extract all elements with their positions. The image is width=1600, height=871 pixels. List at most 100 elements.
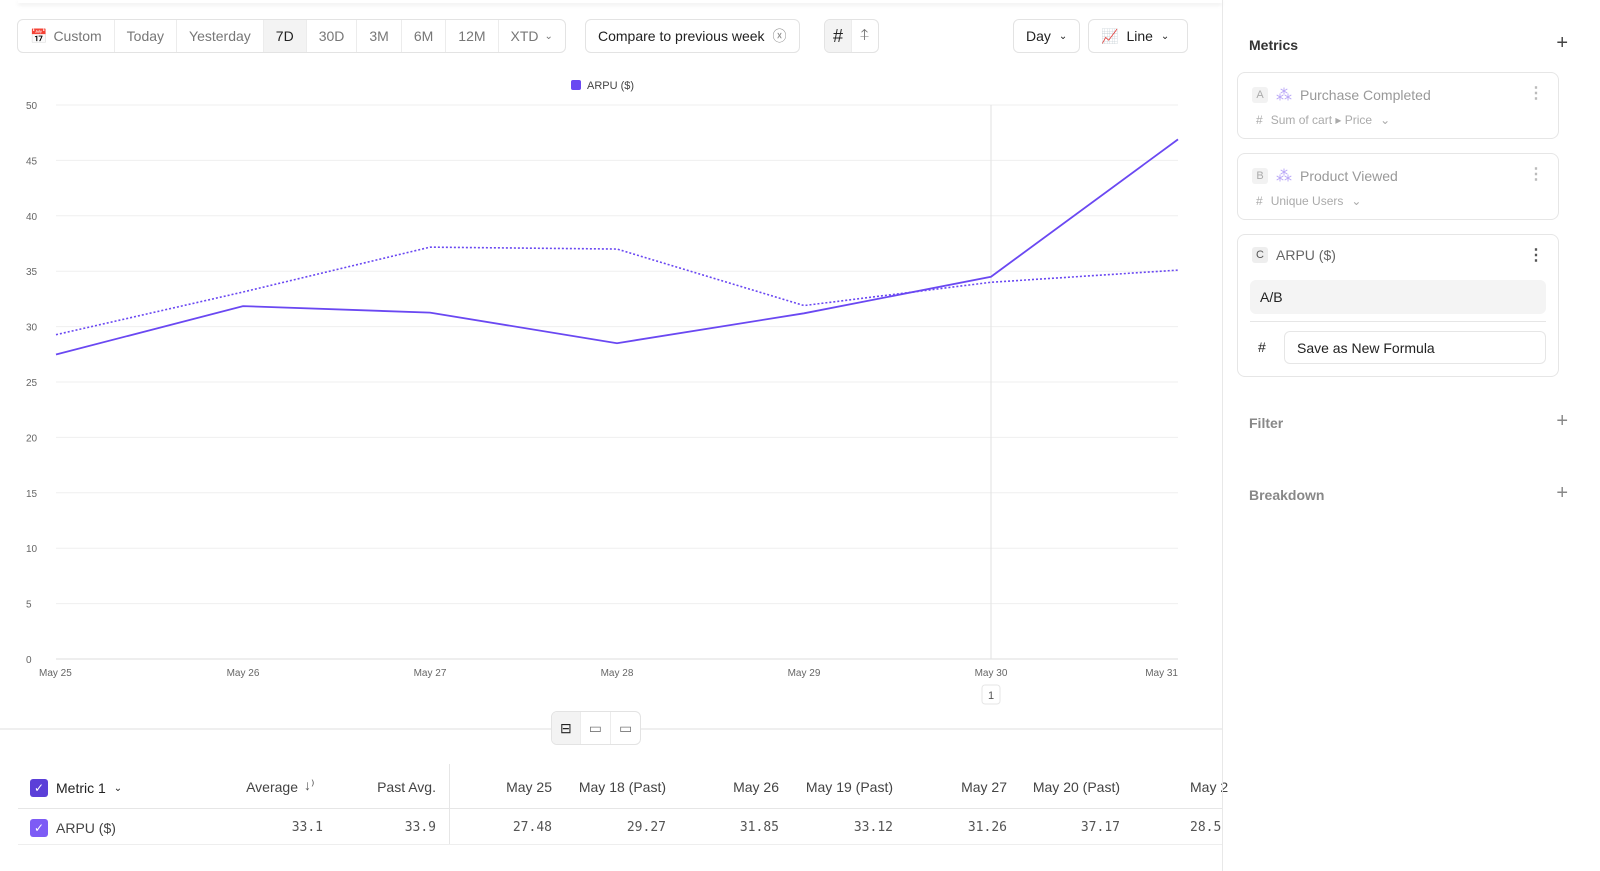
legend-label: ARPU ($) [587,80,634,92]
table-cell: 28.5 [1190,820,1222,835]
line-chart: ARPU ($) 0 5 10 15 20 25 30 35 40 45 50 1 May 25 May … [26,80,1179,705]
more-icon[interactable]: ⋮ [1528,166,1544,183]
formula-input[interactable]: A/B [1250,280,1546,314]
metric-name: Product Viewed [1300,168,1398,184]
granularity-dropdown[interactable]: Day ⌄ [1013,19,1081,53]
x-tick-label: May 31 [1145,668,1178,679]
table-cell: 27.48 [512,820,552,835]
metric-letter: A [1252,87,1268,103]
close-circle-icon[interactable]: ⓧ [772,28,787,44]
chart-type-dropdown[interactable]: 📈 Line ⌄ [1088,19,1188,53]
table-cell: 31.26 [967,820,1007,835]
y-tick-label: 0 [26,655,32,666]
sort-icon[interactable]: ↓⁾ [304,777,315,793]
range-custom[interactable]: 📅 Custom [18,20,115,52]
y-tick-label: 30 [26,323,38,334]
metric-letter: B [1252,168,1268,184]
metric-aggregation[interactable]: Sum of cart ▸ Price [1270,113,1373,127]
x-tick-label: May 29 [788,668,821,679]
column-header[interactable]: May 19 (Past) [805,779,893,795]
compare-button[interactable]: Compare to previous week ⓧ [585,19,800,53]
save-formula-button[interactable]: Save as New Formula [1284,331,1546,364]
table-cell: 37.17 [1080,820,1120,835]
pin-icon[interactable]: ⍏ [860,27,870,44]
metric-column-header[interactable]: ✓ Metric 1 ⌄ [30,779,122,797]
more-icon[interactable]: ⋮ [1528,247,1544,264]
y-tick-label: 25 [26,378,38,389]
table-row: ✓ ARPU ($) [30,819,116,837]
row-checkbox[interactable]: ✓ [30,819,48,837]
filter-title: Filter [1249,415,1284,431]
sidebar: Metrics + A ⁂ Purchase Completed ⋮ # Sum of… [1222,0,1600,871]
date-range-selector: 📅 Custom Today Yesterday 7D 30D 3M 6M 12M… [17,19,566,53]
layout-split-icon[interactable]: ⊟ [552,712,581,744]
add-breakdown-icon[interactable]: + [1556,482,1568,504]
range-7d[interactable]: 7D [263,20,307,52]
range-30d[interactable]: 30D [307,20,358,52]
table-cell: 33.9 [404,820,436,835]
metric-card-a[interactable]: A ⁂ Purchase Completed ⋮ # Sum of cart ▸ Pr… [1237,72,1559,139]
column-header[interactable]: May 25 [506,779,552,795]
x-tick-label: May 30 [975,668,1008,679]
metrics-title: Metrics [1249,37,1299,53]
metric-name: Purchase Completed [1300,87,1431,103]
legend-swatch [571,80,581,90]
hash-icon[interactable]: # [825,20,853,52]
column-header[interactable]: May 20 (Past) [1032,779,1120,795]
range-3m[interactable]: 3M [357,20,402,52]
column-header[interactable]: Average [246,779,298,795]
metric-aggregation[interactable]: Unique Users [1270,194,1344,208]
y-tick-label: 50 [26,101,38,112]
line-chart-icon: 📈 [1101,27,1119,44]
y-tick-label: 40 [26,212,38,223]
event-icon: ⁂ [1276,168,1292,185]
add-metric-icon[interactable]: + [1556,32,1568,54]
range-12m[interactable]: 12M [446,20,499,52]
series-line-past[interactable] [55,246,1179,336]
layout-chart-icon[interactable]: ▭ [581,712,611,744]
more-icon[interactable]: ⋮ [1528,85,1544,102]
layout-toggle: ⊟ ▭ ▭ [551,711,642,745]
table-cell: 29.27 [626,820,666,835]
chevron-down-icon: ⌄ [1160,30,1170,42]
metric-name: ARPU ($) [1276,247,1336,263]
column-header[interactable]: May 26 [733,779,779,795]
layout-table-icon[interactable]: ▭ [618,719,633,736]
y-tick-label: 20 [26,433,38,444]
annotation-marker[interactable] [981,684,1001,705]
main-panel: 📅 Custom Today Yesterday 7D 30D 3M 6M 12M… [0,19,1228,845]
range-xtd[interactable]: XTD ⌄ [510,28,553,44]
event-icon: ⁂ [1276,87,1292,104]
y-tick-label: 35 [26,267,38,278]
view-toggle: # ⍏ [824,19,879,53]
y-tick-label: 5 [26,600,32,611]
x-tick-label: May 27 [414,668,447,679]
range-yesterday[interactable]: Yesterday [177,20,264,52]
column-header[interactable]: May 2 [1190,779,1229,795]
calendar-icon: 📅 [30,27,48,44]
column-header[interactable]: May 18 (Past) [578,779,666,795]
chevron-down-icon: ⌄ [544,30,553,42]
y-tick-label: 45 [26,156,38,167]
table-cell: 33.1 [291,820,323,835]
range-today[interactable]: Today [115,20,178,52]
checkbox-all[interactable]: ✓ [30,779,48,797]
y-tick-label: 15 [26,489,38,500]
y-tick-label: 10 [26,544,38,555]
metric-letter: C [1252,247,1268,263]
table-cell: 33.12 [853,820,893,835]
column-header[interactable]: May 27 [961,779,1007,795]
column-header[interactable]: Past Avg. [377,779,436,795]
range-6m[interactable]: 6M [402,20,447,52]
chevron-down-icon: ⌄ [1058,30,1068,42]
metric-card-b[interactable]: B ⁂ Product Viewed ⋮ # Unique Users ⌄ [1237,153,1559,220]
breakdown-title: Breakdown [1249,487,1325,503]
x-tick-label: May 25 [39,668,72,679]
metric-card-c[interactable]: C ARPU ($) ⋮ A/B # Save as New Formula [1237,234,1559,377]
series-line-current[interactable] [55,138,1179,356]
x-tick-label: May 26 [227,668,260,679]
annotation-label: 1 [988,690,994,702]
x-tick-label: May 28 [601,668,634,679]
table-cell: 31.85 [739,820,779,835]
add-filter-icon[interactable]: + [1556,410,1568,432]
